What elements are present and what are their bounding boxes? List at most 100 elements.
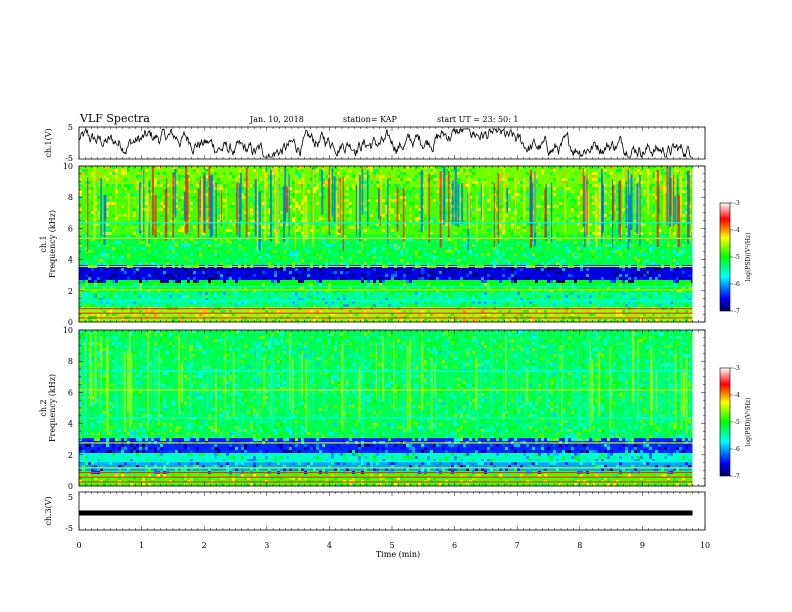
spectrogram-cell	[157, 166, 160, 169]
spectrogram-cell	[388, 223, 391, 226]
spectrogram-cell	[628, 253, 631, 256]
spectrogram-cell	[370, 166, 373, 169]
spectrogram-cell	[655, 226, 658, 229]
spectrogram-cell	[319, 184, 322, 187]
spectrogram-cell	[556, 238, 559, 241]
spectrogram-cell	[190, 426, 193, 429]
spectrogram-cell	[82, 175, 85, 178]
spectrogram-cell	[475, 274, 478, 277]
spectrogram-cell	[190, 259, 193, 262]
spectrogram-cell	[301, 280, 304, 283]
spectrogram-cell	[586, 262, 589, 265]
spectrogram-cell	[364, 211, 367, 214]
spectrogram-cell	[460, 169, 463, 172]
spectrogram-cell	[121, 444, 124, 447]
spectrogram-cell	[220, 402, 223, 405]
spectrogram-cell	[610, 169, 613, 172]
spectrogram-cell	[643, 193, 646, 196]
spectrogram-cell	[148, 298, 151, 301]
spectrogram-cell	[454, 277, 457, 280]
spectrogram-cell	[289, 187, 292, 190]
spectrogram-cell	[181, 217, 184, 220]
spectrogram-cell	[235, 292, 238, 295]
spectrogram-cell	[106, 301, 109, 304]
spectrogram-cell	[223, 232, 226, 235]
spectrogram-cell	[166, 304, 169, 307]
spectrogram-band	[79, 199, 693, 203]
spectrogram-cell	[343, 304, 346, 307]
spectrogram-cell	[526, 172, 529, 175]
spectrogram-cell	[340, 271, 343, 274]
spectrogram-cell	[199, 313, 202, 316]
spectrogram-cell	[187, 271, 190, 274]
spectrogram-cell	[496, 226, 499, 229]
spectrogram-cell	[505, 220, 508, 223]
spectrogram-cell	[505, 319, 508, 322]
spectrogram-cell	[115, 438, 118, 441]
spectrogram-cell	[484, 208, 487, 211]
spectrogram-cell	[157, 429, 160, 432]
spectrogram-cell	[94, 462, 97, 465]
spectrogram-cell	[601, 301, 604, 304]
spectrogram-cell	[535, 259, 538, 262]
spectrogram-cell	[106, 289, 109, 292]
spectrogram-cell	[145, 262, 148, 265]
spectrogram-cell	[181, 253, 184, 256]
spectrogram-cell	[220, 310, 223, 313]
spectrogram-cell	[121, 250, 124, 253]
spectrogram-cell	[97, 268, 100, 271]
spectrogram-cell	[85, 262, 88, 265]
spectrogram-cell	[310, 166, 313, 169]
spectrogram-cell	[190, 459, 193, 462]
spectrogram-cell	[385, 202, 388, 205]
spectrogram-cell	[667, 175, 670, 178]
spectrogram-cell	[373, 268, 376, 271]
spectrogram-cell	[130, 483, 133, 486]
spectrogram-cell	[292, 208, 295, 211]
spectrogram-cell	[499, 292, 502, 295]
spectrogram-cell	[562, 178, 565, 181]
spectrogram-cell	[226, 229, 229, 232]
spectrogram-cell	[361, 238, 364, 241]
spectrogram-cell	[607, 238, 610, 241]
spectrogram-cell	[688, 256, 691, 259]
spectrogram-cell	[184, 402, 187, 405]
spectrogram-cell	[562, 268, 565, 271]
spectrogram-line	[79, 317, 693, 319]
spectrogram-cell	[82, 292, 85, 295]
spectrogram-cell	[403, 253, 406, 256]
spectrogram-cell	[613, 175, 616, 178]
spectrogram-cell	[85, 247, 88, 250]
spectrogram-cell	[292, 262, 295, 265]
spectrogram-cell	[433, 259, 436, 262]
spectrogram-cell	[520, 202, 523, 205]
spectrogram-cell	[250, 319, 253, 322]
spectrogram-cell	[409, 178, 412, 181]
spectrogram-cell	[94, 283, 97, 286]
spectrogram-cell	[91, 166, 94, 169]
spectrogram-cell	[199, 292, 202, 295]
spectrogram-cell	[343, 295, 346, 298]
spectrogram-cell	[355, 241, 358, 244]
spectrogram-cell	[664, 187, 667, 190]
spectrogram-cell	[565, 295, 568, 298]
spectrogram-cell	[187, 289, 190, 292]
spectrogram-cell	[607, 235, 610, 238]
spectrogram-cell	[172, 319, 175, 322]
spectrogram-cell	[634, 166, 637, 169]
spectrogram-cell	[313, 271, 316, 274]
spectrogram-cell	[178, 166, 181, 169]
spectrogram-cell	[367, 178, 370, 181]
spectrogram-cell	[229, 429, 232, 432]
spectrogram-cell	[673, 235, 676, 238]
spectrogram-cell	[283, 256, 286, 259]
spectrogram-cell	[568, 274, 571, 277]
spectrogram-cell	[547, 208, 550, 211]
spectrogram-cell	[652, 313, 655, 316]
spectrogram-cell	[196, 432, 199, 435]
spectrogram-cell	[364, 319, 367, 322]
spectrogram-cell	[181, 468, 184, 471]
spectrogram-cell	[529, 286, 532, 289]
spectrogram-cell	[265, 310, 268, 313]
spectrogram-cell	[127, 175, 130, 178]
